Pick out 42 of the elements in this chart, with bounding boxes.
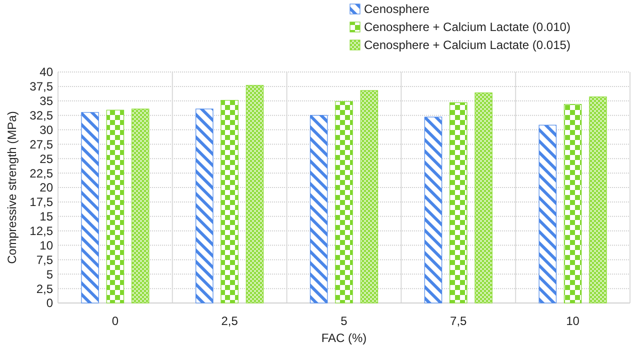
bar [81, 112, 99, 304]
y-tick-label: 12,5 [30, 224, 54, 238]
x-tick-label: 0 [112, 314, 119, 328]
bar [246, 84, 264, 304]
y-tick-label: 10 [40, 238, 54, 252]
y-tick-label: 2,5 [36, 282, 54, 296]
bar [424, 116, 442, 304]
bar [474, 92, 492, 304]
y-tick-label: 25 [40, 152, 54, 166]
x-tick-label: 5 [340, 314, 348, 328]
y-tick-label: 32,5 [30, 108, 54, 123]
y-tick-label: 5 [46, 267, 54, 282]
bar [106, 110, 124, 304]
y-tick-label: 0 [46, 296, 54, 310]
bar [360, 90, 378, 304]
x-axis-title: FAC (%) [321, 331, 367, 345]
bar [220, 100, 238, 304]
bar [538, 124, 557, 304]
bar [131, 108, 150, 304]
y-tick-label: 7,5 [36, 252, 54, 267]
bar [564, 104, 582, 304]
y-tick-label: 20 [40, 180, 54, 195]
y-tick-label: 27,5 [30, 137, 54, 152]
bar [589, 96, 607, 304]
legend-label: Cenosphere + Calcium Lactate (0.015) [364, 38, 570, 52]
bar [335, 101, 353, 304]
y-tick-label: 30 [40, 122, 54, 137]
y-axis-title: Compressive strength (MPa) [5, 111, 19, 264]
y-tick-label: 22,5 [30, 166, 54, 180]
bar [450, 102, 468, 304]
x-tick-label: 10 [566, 314, 580, 328]
x-tick-label: 2,5 [221, 314, 238, 328]
x-tick-label: 7,5 [450, 314, 468, 328]
y-tick-label: 35 [40, 94, 54, 108]
legend-label: Cenosphere + Calcium Lactate (0.010) [364, 20, 570, 34]
bar [310, 115, 328, 304]
bar [196, 108, 214, 304]
y-tick-label: 17,5 [30, 195, 54, 210]
y-tick-label: 40 [40, 65, 54, 80]
legend-label: Cenosphere [364, 2, 430, 16]
y-tick-label: 37,5 [30, 80, 54, 94]
y-tick-label: 15 [40, 210, 54, 224]
